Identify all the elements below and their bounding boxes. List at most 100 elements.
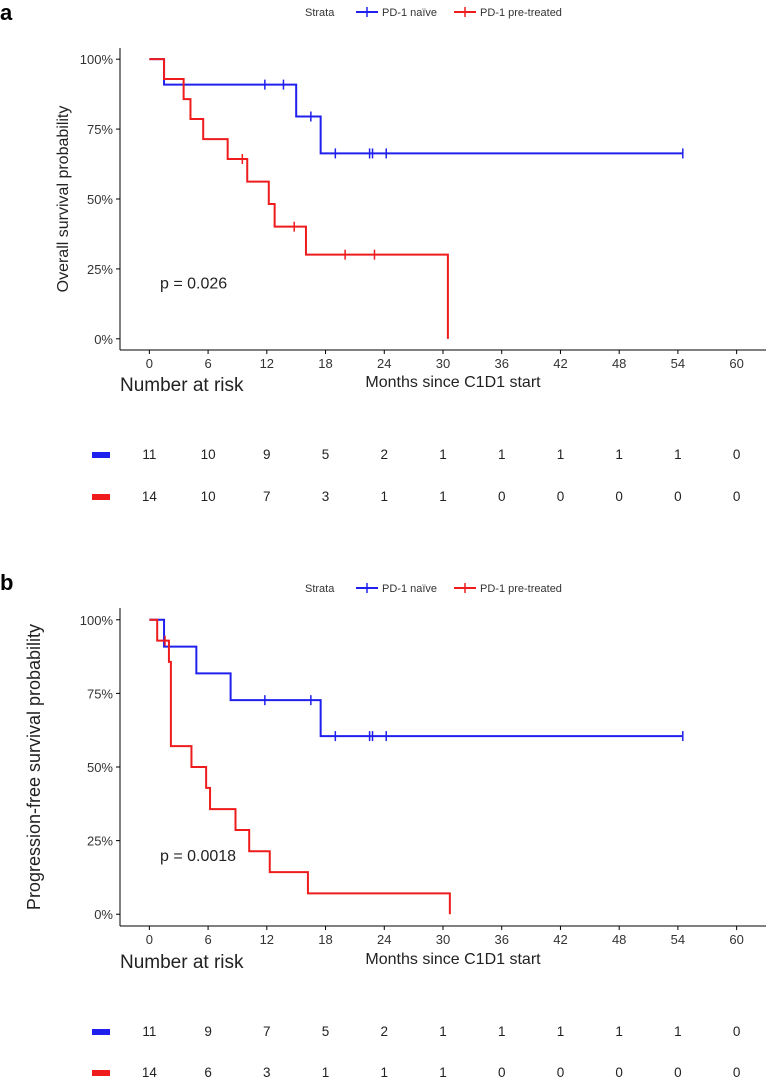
panel-letter: a	[0, 0, 13, 25]
x-axis-title: Months since C1D1 start	[365, 951, 541, 968]
risk-count: 1	[674, 1024, 682, 1039]
y-tick-label: 25%	[87, 262, 113, 277]
risk-count: 7	[263, 1024, 271, 1039]
risk-count: 3	[322, 489, 330, 504]
chart-panel-a: a Strata PD-1 naïve PD-1 pre-treated0%25%50…	[0, 0, 766, 504]
y-axis-title: Overall survival probability	[55, 106, 72, 293]
km-step-line	[149, 58, 683, 155]
risk-count: 0	[615, 489, 623, 504]
legend: Strata PD-1 naïve PD-1 pre-treated	[305, 583, 562, 595]
y-tick-label: 50%	[87, 760, 113, 775]
chart-panel-b: b Strata PD-1 naïve PD-1 pre-treated0%25%50…	[0, 570, 766, 1080]
y-tick-label: 75%	[87, 686, 113, 701]
y-tick-label: 100%	[80, 613, 114, 628]
risk-count: 1	[557, 1024, 565, 1039]
risk-count: 9	[204, 1024, 212, 1039]
risk-table-title: Number at risk	[120, 375, 244, 396]
legend-entry: PD-1 naïve	[382, 7, 437, 19]
risk-count: 5	[322, 1024, 330, 1039]
x-tick-label: 24	[377, 932, 391, 947]
risk-count: 14	[142, 489, 158, 504]
risk-count: 7	[263, 489, 271, 504]
x-tick-label: 30	[436, 356, 450, 371]
legend: Strata PD-1 naïve PD-1 pre-treated	[305, 7, 562, 19]
p-value: p = 0.026	[160, 275, 227, 292]
p-value: p = 0.0018	[160, 848, 236, 865]
y-tick-label: 0%	[94, 907, 113, 922]
series-pd1-naive	[149, 58, 684, 159]
x-tick-label: 54	[671, 932, 685, 947]
axes: 0% 25% 50% 75% 100% 0 6 12 18 24 30 36 42 48 54 60	[80, 48, 766, 371]
x-tick-label: 24	[377, 356, 391, 371]
risk-count: 1	[615, 447, 623, 462]
risk-count: 0	[733, 447, 741, 462]
y-tick-label: 50%	[87, 192, 113, 207]
km-step-line	[149, 618, 451, 915]
y-tick-label: 100%	[80, 52, 114, 67]
risk-count: 1	[498, 447, 506, 462]
risk-count: 1	[381, 1065, 389, 1080]
risk-count: 0	[498, 1065, 506, 1080]
x-tick-label: 6	[204, 356, 211, 371]
series-pd1-pretreated	[149, 618, 451, 915]
risk-count: 0	[733, 1065, 741, 1080]
risk-count: 1	[439, 1024, 447, 1039]
risk-count: 3	[263, 1065, 271, 1080]
risk-count: 1	[381, 489, 389, 504]
x-tick-label: 48	[612, 356, 626, 371]
y-axis-title: Progression-free survival probability	[24, 624, 44, 910]
risk-count: 11	[142, 1024, 156, 1039]
axes: 0% 25% 50% 75% 100% 0 6 12 18 24 30 36 42 48 54 60	[80, 608, 766, 947]
x-tick-label: 18	[318, 356, 332, 371]
x-tick-label: 12	[260, 932, 274, 947]
y-tick-label: 25%	[87, 834, 113, 849]
risk-row-color-key	[92, 1029, 110, 1035]
x-tick-label: 60	[729, 932, 743, 947]
x-tick-label: 36	[494, 932, 508, 947]
risk-count: 1	[439, 489, 447, 504]
risk-count: 0	[674, 489, 682, 504]
risk-table-title: Number at risk	[120, 952, 244, 973]
risk-count: 1	[615, 1024, 623, 1039]
legend-title: Strata	[305, 583, 335, 595]
x-tick-label: 6	[204, 932, 211, 947]
x-tick-label: 36	[494, 356, 508, 371]
legend-title: Strata	[305, 7, 335, 19]
risk-count: 10	[201, 489, 216, 504]
risk-count: 11	[142, 447, 156, 462]
risk-count: 1	[674, 447, 682, 462]
risk-count: 0	[498, 489, 506, 504]
x-tick-label: 60	[729, 356, 743, 371]
km-step-line	[149, 58, 449, 339]
y-tick-label: 0%	[94, 332, 113, 347]
x-tick-label: 30	[436, 932, 450, 947]
legend-entry: PD-1 naïve	[382, 583, 437, 595]
x-tick-label: 42	[553, 932, 567, 947]
risk-count: 1	[439, 447, 447, 462]
risk-count: 2	[381, 447, 389, 462]
risk-count: 10	[201, 447, 216, 462]
risk-count: 0	[733, 489, 741, 504]
risk-count: 1	[322, 1065, 330, 1080]
x-tick-label: 18	[318, 932, 332, 947]
risk-count: 1	[498, 1024, 506, 1039]
x-tick-label: 12	[260, 356, 274, 371]
risk-count: 1	[557, 447, 565, 462]
risk-count: 2	[381, 1024, 389, 1039]
risk-count: 0	[557, 489, 565, 504]
x-tick-label: 0	[146, 932, 153, 947]
panel-letter: b	[0, 570, 13, 595]
x-tick-label: 0	[146, 356, 153, 371]
legend-entry: PD-1 pre-treated	[480, 583, 562, 595]
x-axis-title: Months since C1D1 start	[365, 374, 541, 391]
risk-count: 1	[439, 1065, 447, 1080]
risk-row-color-key	[92, 452, 110, 458]
risk-count: 0	[557, 1065, 565, 1080]
risk-count: 0	[674, 1065, 682, 1080]
x-tick-label: 48	[612, 932, 626, 947]
series-pd1-naive	[149, 618, 684, 742]
risk-count: 9	[263, 447, 271, 462]
